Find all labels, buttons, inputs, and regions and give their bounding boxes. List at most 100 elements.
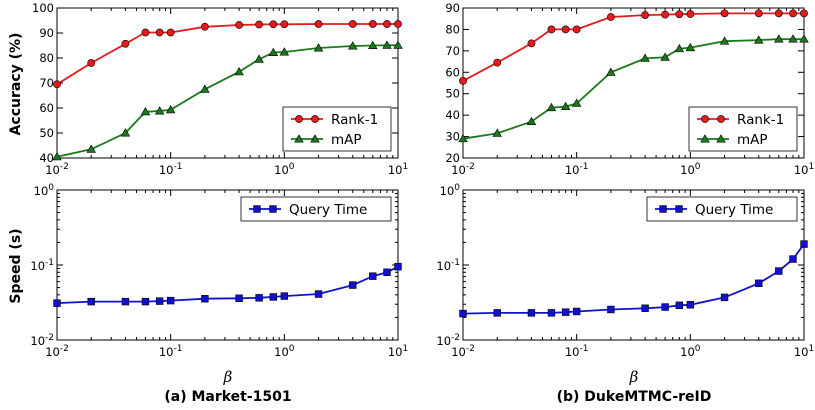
data-point — [87, 297, 95, 306]
data-point — [675, 301, 684, 310]
legend-label: mAP — [331, 132, 362, 148]
y-tick-label: 80 — [445, 22, 460, 36]
series-line-map — [462, 38, 804, 140]
data-point — [394, 262, 402, 271]
data-point — [661, 10, 670, 19]
data-point — [383, 268, 391, 276]
data-point — [800, 9, 808, 18]
ylabel-accuracy: Accuracy (%) — [8, 33, 24, 136]
series-line-query-time — [462, 243, 805, 315]
legend: Query Time — [646, 196, 798, 222]
data-point — [52, 151, 62, 161]
data-point — [561, 25, 570, 34]
data-point — [716, 134, 726, 143]
x-tick-label: 10-2 — [45, 162, 69, 177]
legend-label: Rank-1 — [737, 112, 784, 128]
data-point — [87, 59, 96, 67]
caption-dukemtmc: (b) DukeMTMC-reID — [557, 389, 712, 405]
data-point — [675, 10, 684, 19]
x-tick-label: 101 — [794, 344, 814, 359]
data-point — [121, 39, 130, 48]
data-point — [280, 292, 289, 300]
x-tick-label: 10-1 — [159, 162, 183, 177]
data-point — [235, 21, 244, 29]
series-line-map — [56, 44, 398, 158]
data-point — [295, 115, 303, 123]
chart-panel-2: 10-2 10-1 100 101 10-2 10-1 100 Query Time — [30, 183, 408, 359]
x-tick-label: 100 — [680, 344, 701, 359]
data-point — [369, 272, 377, 280]
data-point — [255, 294, 263, 302]
data-point — [311, 115, 319, 123]
ylabel-speed: Speed (s) — [8, 228, 24, 303]
legend: Query Time — [240, 196, 392, 222]
data-point — [310, 134, 320, 143]
y-tick-label: 50 — [39, 126, 54, 140]
data-point — [607, 305, 615, 314]
data-point — [641, 11, 650, 19]
data-point — [458, 133, 468, 143]
y-tick-label: 10-1 — [30, 258, 54, 273]
data-point — [268, 47, 279, 56]
data-point — [526, 116, 537, 126]
data-point — [141, 28, 150, 37]
data-point — [393, 40, 403, 49]
data-point — [754, 9, 763, 18]
data-point — [234, 66, 244, 76]
data-point — [120, 128, 131, 137]
data-point — [800, 240, 808, 248]
y-tick-label: 60 — [39, 101, 54, 115]
data-point — [527, 309, 536, 317]
data-point — [53, 80, 61, 89]
data-point — [348, 41, 358, 50]
data-point — [201, 295, 209, 303]
series-line-rank-1 — [56, 23, 398, 86]
legend-label: mAP — [737, 132, 768, 148]
chart-panel-1: 10-2 10-1 100 101 20 30 40 50 60 70 80 90 Rank-1 mAP — [445, 1, 814, 177]
y-tick-label: 10-2 — [30, 333, 54, 348]
caption-market1501: (a) Market-1501 — [164, 389, 291, 405]
y-tick-label: 90 — [445, 1, 460, 15]
data-point — [701, 115, 709, 123]
data-point — [154, 106, 165, 115]
data-point — [314, 290, 323, 298]
y-tick-label: 10-2 — [436, 333, 460, 348]
data-point — [661, 303, 669, 311]
data-point — [86, 144, 96, 153]
xlabel-beta-left: β — [223, 368, 233, 386]
y-tick-label: 70 — [39, 76, 54, 90]
x-tick-label: 100 — [680, 162, 701, 177]
data-point — [269, 205, 277, 213]
data-point — [686, 301, 695, 309]
data-point — [641, 304, 649, 312]
panels-group: 10-2 10-1 100 101405060708090100Rank-1mAP10… — [30, 1, 814, 359]
series-line-query-time — [56, 265, 399, 304]
x-tick-label: 101 — [794, 162, 814, 177]
data-point — [799, 34, 809, 43]
data-point — [774, 9, 783, 18]
data-point — [571, 98, 582, 107]
data-point — [659, 205, 667, 213]
legend-label: Query Time — [289, 202, 367, 218]
data-point — [121, 297, 130, 306]
data-point — [660, 52, 670, 61]
data-point — [606, 13, 615, 21]
legend-box — [282, 106, 392, 152]
data-point — [717, 115, 725, 123]
data-point — [254, 54, 264, 63]
data-point — [547, 309, 556, 317]
chart-panel-3: 10-2 10-1 100 101 10-2 10-1 100 Query Time — [436, 183, 814, 359]
data-point — [720, 293, 729, 302]
data-point — [719, 36, 730, 45]
data-point — [754, 35, 764, 44]
data-point — [700, 134, 710, 143]
y-tick-label: 20 — [445, 151, 460, 165]
xlabel-beta-right: β — [629, 368, 639, 386]
data-point — [368, 40, 378, 49]
data-point — [253, 205, 261, 213]
data-point — [314, 20, 323, 28]
data-point — [155, 297, 164, 305]
data-point — [572, 25, 581, 34]
x-tick-label: 10-1 — [565, 344, 589, 359]
data-point — [279, 47, 290, 56]
